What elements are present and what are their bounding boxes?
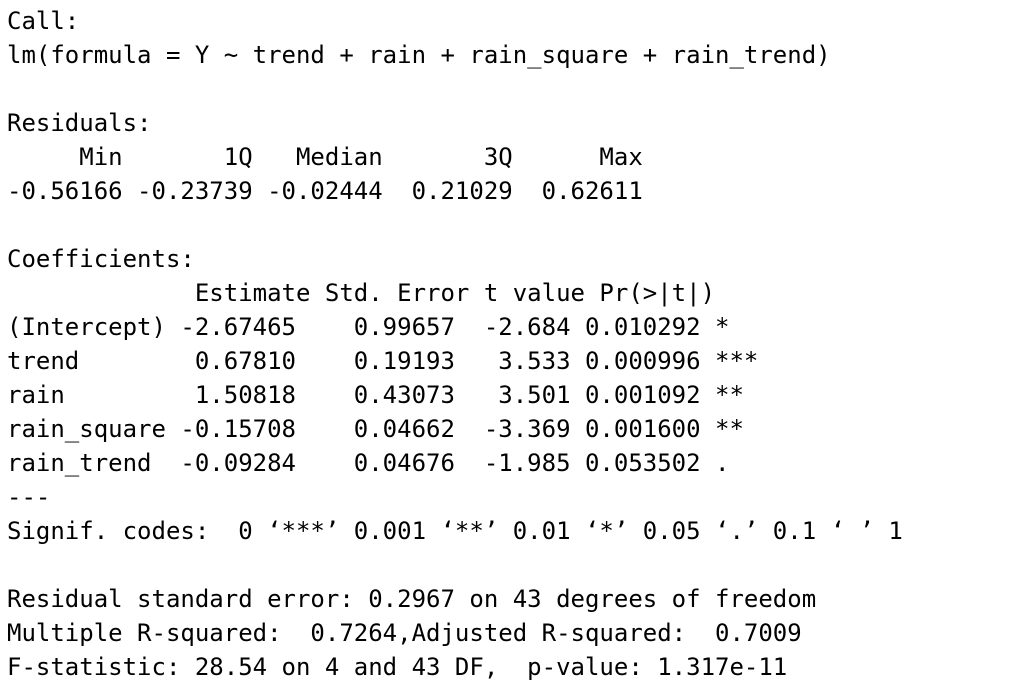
f-statistic: F-statistic: 28.54 on 4 and 43 DF, p-val… [7,653,788,681]
blank-line [7,548,1010,582]
residuals-header: Residuals: [7,109,152,137]
blank-line [7,72,1010,106]
separator-line: --- [7,483,51,511]
coefficient-row-rain-square: rain_square -0.15708 0.04662 -3.369 0.00… [7,415,759,443]
coefficient-row-trend: trend 0.67810 0.19193 3.533 0.000996 *** [7,347,759,375]
coefficients-column-headers: Estimate Std. Error t value Pr(>|t|) [7,279,773,307]
blank-line [7,208,1010,242]
r-squared: Multiple R-squared: 0.7264,Adjusted R-sq… [7,619,817,647]
coefficient-row-rain-trend: rain_trend -0.09284 0.04676 -1.985 0.053… [7,449,759,477]
call-formula: lm(formula = Y ~ trend + rain + rain_squ… [7,41,831,69]
residual-standard-error: Residual standard error: 0.2967 on 43 de… [7,585,817,613]
residuals-labels: Min 1Q Median 3Q Max [7,143,658,171]
coefficient-row-rain: rain 1.50818 0.43073 3.501 0.001092 ** [7,381,759,409]
residuals-values: -0.56166 -0.23739 -0.02444 0.21029 0.626… [7,177,658,205]
coefficients-header: Coefficients: [7,245,195,273]
call-header: Call: [7,7,80,35]
signif-codes: Signif. codes: 0 ‘***’ 0.001 ‘**’ 0.01 ‘… [7,517,903,545]
coefficient-row-intercept: (Intercept) -2.67465 0.99657 -2.684 0.01… [7,313,759,341]
